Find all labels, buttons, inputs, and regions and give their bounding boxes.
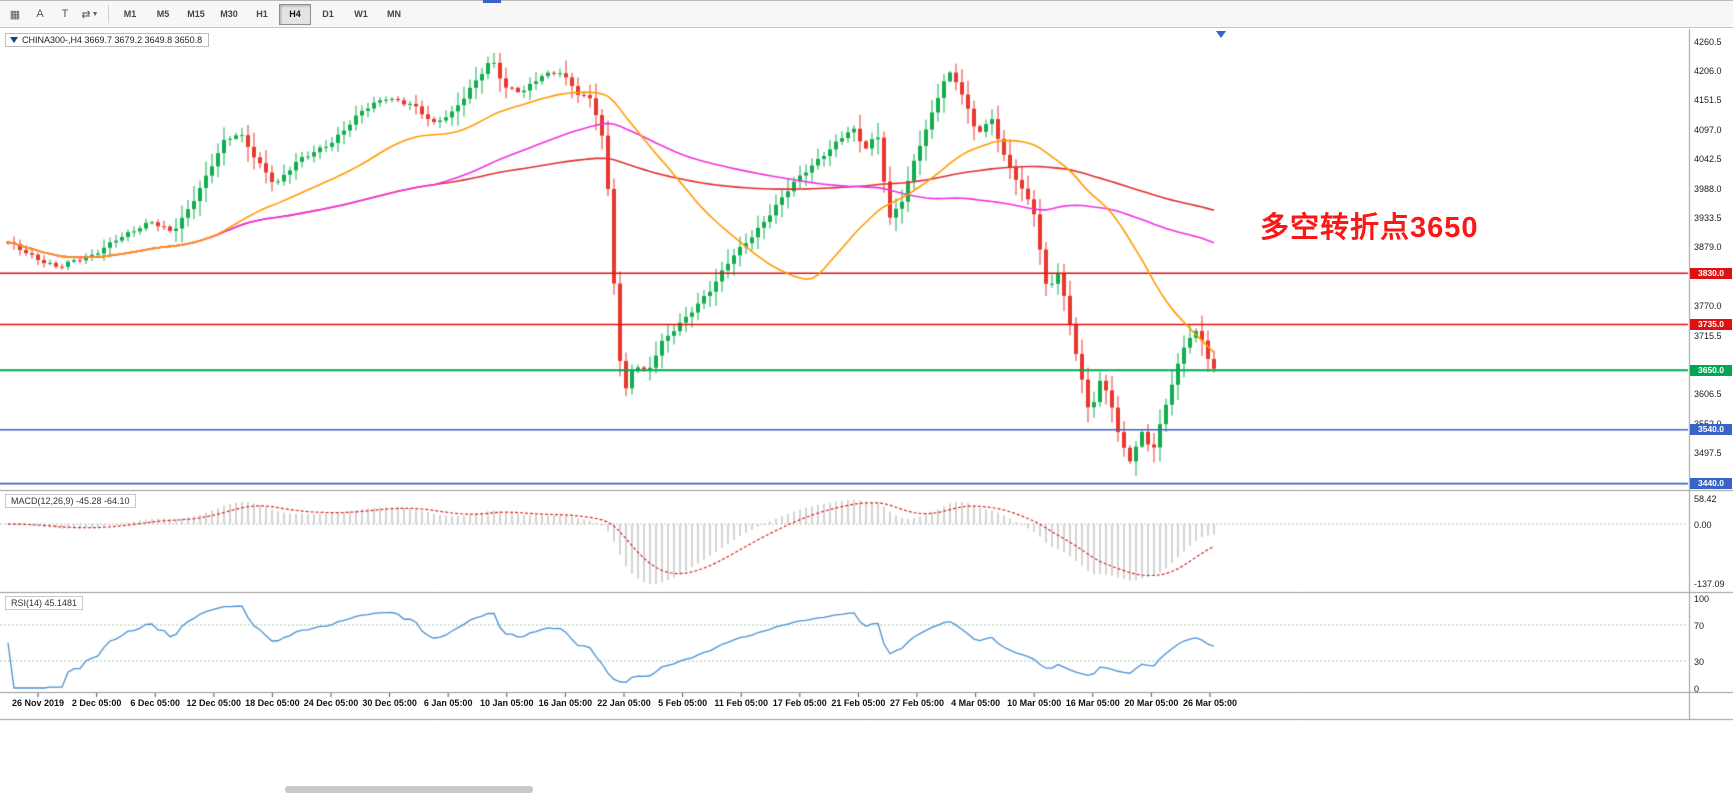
cursor-a-icon[interactable]: A: [28, 4, 52, 25]
time-axis-label: 11 Feb 05:00: [714, 698, 768, 708]
macd-axis-label: 58.42: [1694, 494, 1717, 505]
time-axis-label: 12 Dec 05:00: [186, 698, 242, 708]
time-axis-label: 6 Jan 05:00: [423, 698, 473, 708]
main-toolbar: ▦ A T ⇄ ▼ M1 M5 M15 M30 H1 H4 D1 W1 MN: [0, 0, 1733, 28]
time-axis-label: 4 Mar 05:00: [951, 698, 1001, 708]
timeframe-m15-button[interactable]: M15: [187, 9, 205, 19]
price-axis-label: 3552.0: [1694, 419, 1722, 429]
rsi-axis-label: 0: [1694, 683, 1700, 694]
time-axis-label: 10 Mar 05:00: [1007, 698, 1062, 708]
price-axis-label: 3606.5: [1694, 389, 1722, 400]
time-axis-label: 26 Mar 05:00: [1182, 698, 1238, 708]
time-axis-label: 26 Nov 2019: [11, 698, 65, 708]
timeframe-h4-button[interactable]: H4: [279, 3, 311, 25]
time-axis-label: 30 Dec 05:00: [362, 698, 417, 708]
horizontal-scrollbar-thumb[interactable]: [285, 786, 533, 793]
price-line-badge: 3735.0: [1690, 319, 1732, 331]
timeframe-d1-button[interactable]: D1: [322, 9, 334, 19]
price-axis-label: 3497.5: [1694, 448, 1722, 459]
time-axis-label: 22 Jan 05:00: [597, 698, 651, 708]
time-axis-label: 17 Feb 05:00: [772, 698, 827, 708]
time-axis-label: 27 Feb 05:00: [889, 698, 945, 708]
price-axis-label: 3933.5: [1694, 212, 1722, 223]
time-axis-label: 18 Dec 05:00: [245, 698, 300, 708]
timeframe-m1-button[interactable]: M1: [123, 9, 137, 19]
symbol-dropdown-icon: [10, 37, 18, 43]
time-axis[interactable]: 26 Nov 2019 2 Dec 05:00 6 Dec 05:00 12 Dec …: [0, 694, 1688, 719]
time-axis-label: 24 Dec 05:00: [303, 698, 359, 708]
price-axis-label: 3988.0: [1694, 183, 1722, 194]
text-tool-icon[interactable]: T: [53, 4, 77, 25]
price-line-badge: 3440.0: [1690, 478, 1732, 490]
top-edge-fragment: [483, 0, 501, 3]
toolbar-separator: [108, 5, 109, 23]
tile-windows-icon[interactable]: ▦: [3, 4, 27, 25]
macd-axis-label: 0.00: [1694, 519, 1712, 530]
time-axis-label: 10 Jan 05:00: [480, 698, 534, 708]
timeframe-w1-button[interactable]: W1: [354, 9, 368, 19]
timeframe-mn-button[interactable]: MN: [387, 9, 401, 19]
swap-arrows-icon[interactable]: ⇄ ▼: [78, 4, 102, 25]
macd-axis-label: -137.09: [1694, 578, 1725, 589]
time-axis-label: 20 Mar 05:00: [1124, 698, 1179, 708]
timeframe-m30-button[interactable]: M30: [220, 9, 238, 19]
price-axis-label: 4260.5: [1694, 36, 1722, 47]
price-axis-label: 3879.0: [1694, 242, 1722, 253]
time-axis-label: 2 Dec 05:00: [71, 698, 122, 708]
price-line-badge: 3540.0: [1690, 424, 1732, 436]
timeframe-m5-button[interactable]: M5: [156, 9, 170, 19]
rsi-axis-label: 100: [1694, 593, 1710, 604]
price-axis-label: 4097.0: [1694, 124, 1722, 135]
price-line-badge: 3830.0: [1690, 267, 1732, 279]
timeframe-h1-button[interactable]: H1: [256, 9, 268, 19]
time-axis-label: 5 Feb 05:00: [658, 698, 708, 708]
symbol-header-text: CHINA300-,H4 3669.7 3679.2 3649.8 3650.8: [22, 35, 203, 45]
price-axis-label: 3770.0: [1694, 301, 1722, 312]
rsi-axis-label: 30: [1694, 656, 1705, 667]
time-axis-label: 16 Jan 05:00: [538, 698, 593, 708]
text-tool-glyph: T: [61, 8, 69, 20]
dropdown-caret-icon: ▼: [91, 10, 99, 18]
price-axis-label: 3715.5: [1694, 330, 1722, 341]
cursor-a-glyph: A: [36, 8, 44, 20]
price-axis-label: 4206.0: [1694, 66, 1722, 76]
tile-windows-glyph: ▦: [9, 8, 21, 21]
rsi-axis-label: 70: [1694, 620, 1705, 631]
price-line-badge: 3650.0: [1690, 364, 1732, 376]
time-axis-label: 6 Dec 05:00: [130, 698, 180, 708]
price-axis-label: 4151.5: [1694, 95, 1722, 106]
price-axis-label: 4042.5: [1694, 154, 1722, 165]
time-axis-label: 21 Feb 05:00: [831, 698, 886, 708]
time-axis-label: 16 Mar 05:00: [1065, 698, 1120, 708]
symbol-header[interactable]: CHINA300-,H4 3669.7 3679.2 3649.8 3650.8: [5, 33, 210, 47]
price-axis[interactable]: 4260.5 4206.0 4151.5 4097.0 4042.5 3988.0 3933…: [1690, 0, 1733, 795]
swap-arrows-glyph: ⇄: [81, 8, 91, 21]
